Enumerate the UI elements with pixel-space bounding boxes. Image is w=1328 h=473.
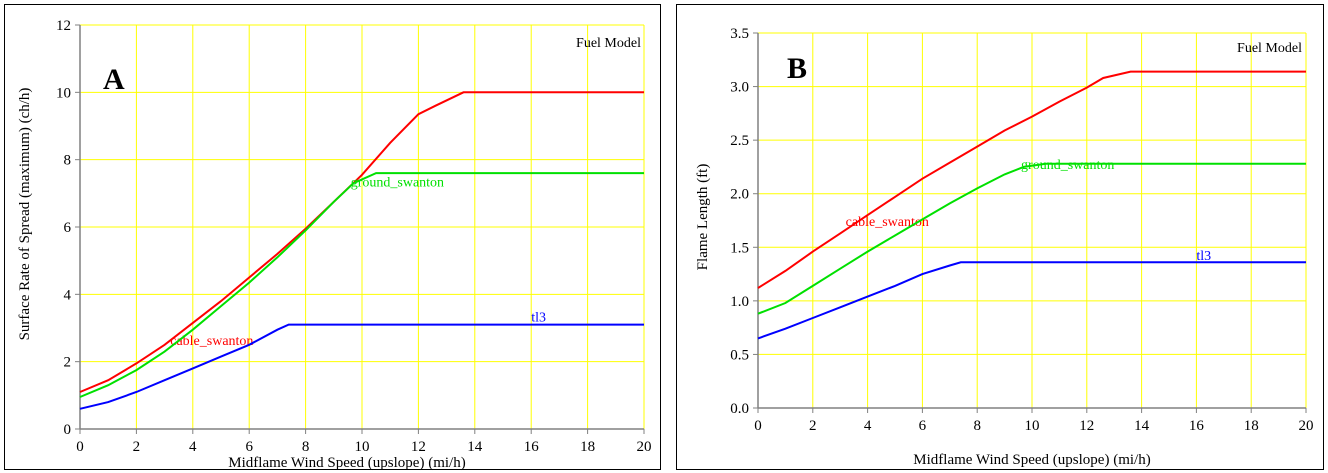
series-line-cable-swanton <box>79 91 644 393</box>
x-tick-label: 6 <box>919 418 927 434</box>
grid-a <box>80 24 645 429</box>
x-tick-label: 20 <box>637 439 652 455</box>
legend-title-a: Fuel Model <box>576 36 641 51</box>
x-tick-label: 12 <box>1079 418 1094 434</box>
panel-letter-b: B <box>787 52 807 85</box>
series-b: cable_swanton ground_swanton tl3 <box>757 70 1306 340</box>
axes-b <box>753 32 1307 413</box>
x-tick-label: 8 <box>302 439 310 455</box>
y-tick-label: 0.5 <box>730 347 749 363</box>
x-tick-label: 16 <box>1189 418 1205 434</box>
series-line-ground-swanton <box>757 162 1306 315</box>
legend-title-b: Fuel Model <box>1237 41 1302 56</box>
y-tick-label: 2.5 <box>730 133 749 149</box>
x-tick-label: 12 <box>411 439 426 455</box>
y-tick-label: 10 <box>56 85 71 101</box>
x-tick-label: 8 <box>973 418 981 434</box>
y-tick-label: 3.0 <box>730 80 749 96</box>
y-tick-label: 3.5 <box>730 26 749 42</box>
series-line-tl3 <box>79 323 644 410</box>
series-label-cable-swanton: cable_swanton <box>846 215 929 230</box>
panel-letter-a: A <box>103 63 125 96</box>
ticks-b: 0 2 4 6 8 10 12 14 16 18 20 0.0 0.5 1.0 1.5 2.0 2.5 3.0 3.… <box>730 26 1313 434</box>
series-line-tl3 <box>757 261 1306 340</box>
x-tick-label: 18 <box>1244 418 1259 434</box>
y-tick-label: 0 <box>64 422 72 438</box>
ticks-a: 0 2 4 6 8 10 12 14 16 18 20 0 2 4 6 8 10 12 <box>56 18 652 455</box>
y-axis-label-b: Flame Length (ft) <box>695 164 711 271</box>
x-axis-label-a: Midflame Wind Speed (upslope) (mi/h) <box>228 455 465 471</box>
x-tick-label: 20 <box>1299 418 1314 434</box>
series-line-cable-swanton <box>757 70 1306 289</box>
y-tick-label: 12 <box>56 18 71 34</box>
chart-svg-a: 0 2 4 6 8 10 12 14 16 18 20 0 2 4 6 8 10 12 cable_swanton… <box>17 18 652 471</box>
chart-svg-b: 0 2 4 6 8 10 12 14 16 18 20 0.0 0.5 1.0 1.5 2.0 2.5 3.0 3.… <box>695 26 1314 468</box>
y-tick-label: 6 <box>64 220 72 236</box>
axes-a <box>75 24 645 434</box>
series-label-tl3: tl3 <box>531 310 546 325</box>
x-tick-label: 10 <box>1025 418 1040 434</box>
x-tick-label: 14 <box>467 439 483 455</box>
y-tick-label: 4 <box>64 287 72 303</box>
series-label-cable-swanton: cable_swanton <box>170 334 253 349</box>
x-axis-label-b: Midflame Wind Speed (upslope) (mi/h) <box>913 452 1150 468</box>
series-label-tl3: tl3 <box>1196 249 1211 264</box>
y-tick-label: 1.0 <box>730 294 749 310</box>
x-tick-label: 0 <box>76 439 84 455</box>
y-tick-label: 1.5 <box>730 240 749 256</box>
chart-panel-b: 0 2 4 6 8 10 12 14 16 18 20 0.0 0.5 1.0 1.5 2.0 2.5 3.0 3.… <box>676 4 1324 470</box>
x-tick-label: 10 <box>355 439 370 455</box>
y-axis-label-a: Surface Rate of Spread (maximum) (ch/h) <box>17 88 33 341</box>
x-tick-label: 2 <box>133 439 141 455</box>
series-a: cable_swanton ground_swanton tl3 <box>79 91 644 410</box>
x-tick-label: 0 <box>754 418 762 434</box>
series-label-ground-swanton: ground_swanton <box>351 176 444 191</box>
y-tick-label: 2 <box>64 355 72 371</box>
x-tick-label: 18 <box>580 439 595 455</box>
x-tick-label: 2 <box>809 418 817 434</box>
x-tick-label: 14 <box>1134 418 1150 434</box>
y-tick-label: 8 <box>64 153 72 169</box>
x-tick-label: 16 <box>524 439 540 455</box>
x-tick-label: 6 <box>245 439 253 455</box>
chart-panel-a: 0 2 4 6 8 10 12 14 16 18 20 0 2 4 6 8 10 12 cable_swanton… <box>4 4 661 471</box>
x-tick-label: 4 <box>189 439 197 455</box>
grid-b <box>758 32 1307 408</box>
series-label-ground-swanton: ground_swanton <box>1021 158 1114 173</box>
y-tick-label: 0.0 <box>730 401 749 417</box>
y-tick-label: 2.0 <box>730 187 749 203</box>
x-tick-label: 4 <box>864 418 872 434</box>
series-line-ground-swanton <box>79 172 644 398</box>
